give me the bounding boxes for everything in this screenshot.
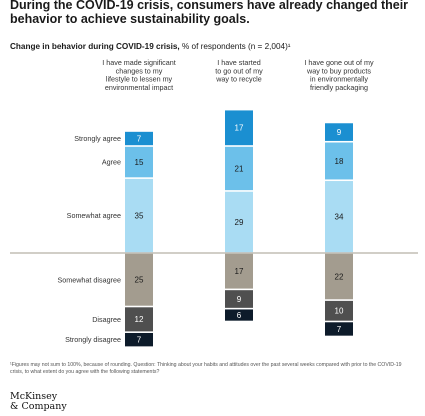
- bar-segment-strongly-disagree: [225, 309, 253, 321]
- series-label: Agree: [102, 158, 121, 167]
- bar-segment-somewhat-agree: [325, 181, 353, 253]
- data-label: 34: [335, 212, 344, 221]
- bar-segment-strongly-agree: [225, 110, 253, 146]
- bar-segment-somewhat-agree: [125, 178, 153, 253]
- series-label: Disagree: [92, 315, 121, 324]
- mckinsey-logo: McKinsey & Company: [10, 392, 67, 412]
- series-label: Somewhat disagree: [57, 275, 121, 284]
- category-label: I have made significant: [102, 58, 176, 67]
- data-label: 9: [337, 128, 342, 137]
- bar-segment-strongly-disagree: [125, 332, 153, 347]
- bar-segment-disagree: [125, 307, 153, 332]
- category-label: way to buy products: [306, 66, 371, 75]
- series-label: Strongly disagree: [65, 335, 121, 344]
- bar-segment-strongly-agree: [125, 131, 153, 146]
- data-label: 17: [235, 124, 244, 133]
- bar-segment-agree: [325, 142, 353, 180]
- category-label: friendly packaging: [310, 83, 368, 92]
- data-label: 17: [235, 267, 244, 276]
- data-label: 12: [135, 315, 144, 324]
- category-label: I have gone out of my: [304, 58, 374, 67]
- chart-subtitle: Change in behavior during COVID-19 crisi…: [10, 42, 291, 51]
- logo-line-2: & Company: [10, 401, 67, 412]
- data-label: 6: [237, 311, 242, 320]
- category-label: to go out of my: [215, 66, 263, 75]
- bar-segment-somewhat-agree: [225, 191, 253, 253]
- data-label: 7: [337, 325, 342, 334]
- bar-segment-agree: [125, 146, 153, 178]
- data-label: 35: [135, 211, 144, 220]
- bar-segment-disagree: [325, 300, 353, 321]
- bar-segment-somewhat-disagree: [325, 253, 353, 300]
- chart-title: During the COVID-19 crisis, consumers ha…: [10, 0, 409, 26]
- footnote: ¹Figures may not sum to 100%, because of…: [10, 362, 402, 375]
- logo-line-1: McKinsey: [10, 391, 58, 402]
- bar-segment-agree: [225, 146, 253, 191]
- bar-segment-disagree: [225, 290, 253, 308]
- category-label: environmental impact: [105, 83, 173, 92]
- data-label: 25: [135, 276, 144, 285]
- data-label: 22: [335, 272, 344, 281]
- data-label: 7: [137, 134, 142, 143]
- subtitle-bold: Change in behavior during COVID-19 crisi…: [10, 42, 180, 51]
- subtitle-rest: % of respondents (n = 2,004)¹: [179, 42, 291, 51]
- series-label: Strongly agree: [74, 134, 121, 143]
- bar-segment-strongly-agree: [325, 123, 353, 141]
- data-label: 7: [137, 335, 142, 344]
- data-label: 9: [237, 295, 242, 304]
- category-label: in environmentally: [310, 75, 368, 84]
- category-label: changes to my: [116, 66, 163, 75]
- data-label: 21: [235, 164, 244, 173]
- data-label: 10: [335, 307, 344, 316]
- data-label: 29: [235, 218, 244, 227]
- bar-segment-strongly-disagree: [325, 322, 353, 336]
- series-label: Somewhat agree: [67, 211, 121, 220]
- bar-segment-somewhat-disagree: [225, 253, 253, 289]
- category-label: I have started: [217, 58, 261, 67]
- data-label: 15: [135, 158, 144, 167]
- category-label: lifestyle to lessen my: [106, 75, 173, 84]
- data-label: 18: [335, 157, 344, 166]
- bar-segment-somewhat-disagree: [125, 253, 153, 306]
- category-label: way to recycle: [215, 75, 262, 84]
